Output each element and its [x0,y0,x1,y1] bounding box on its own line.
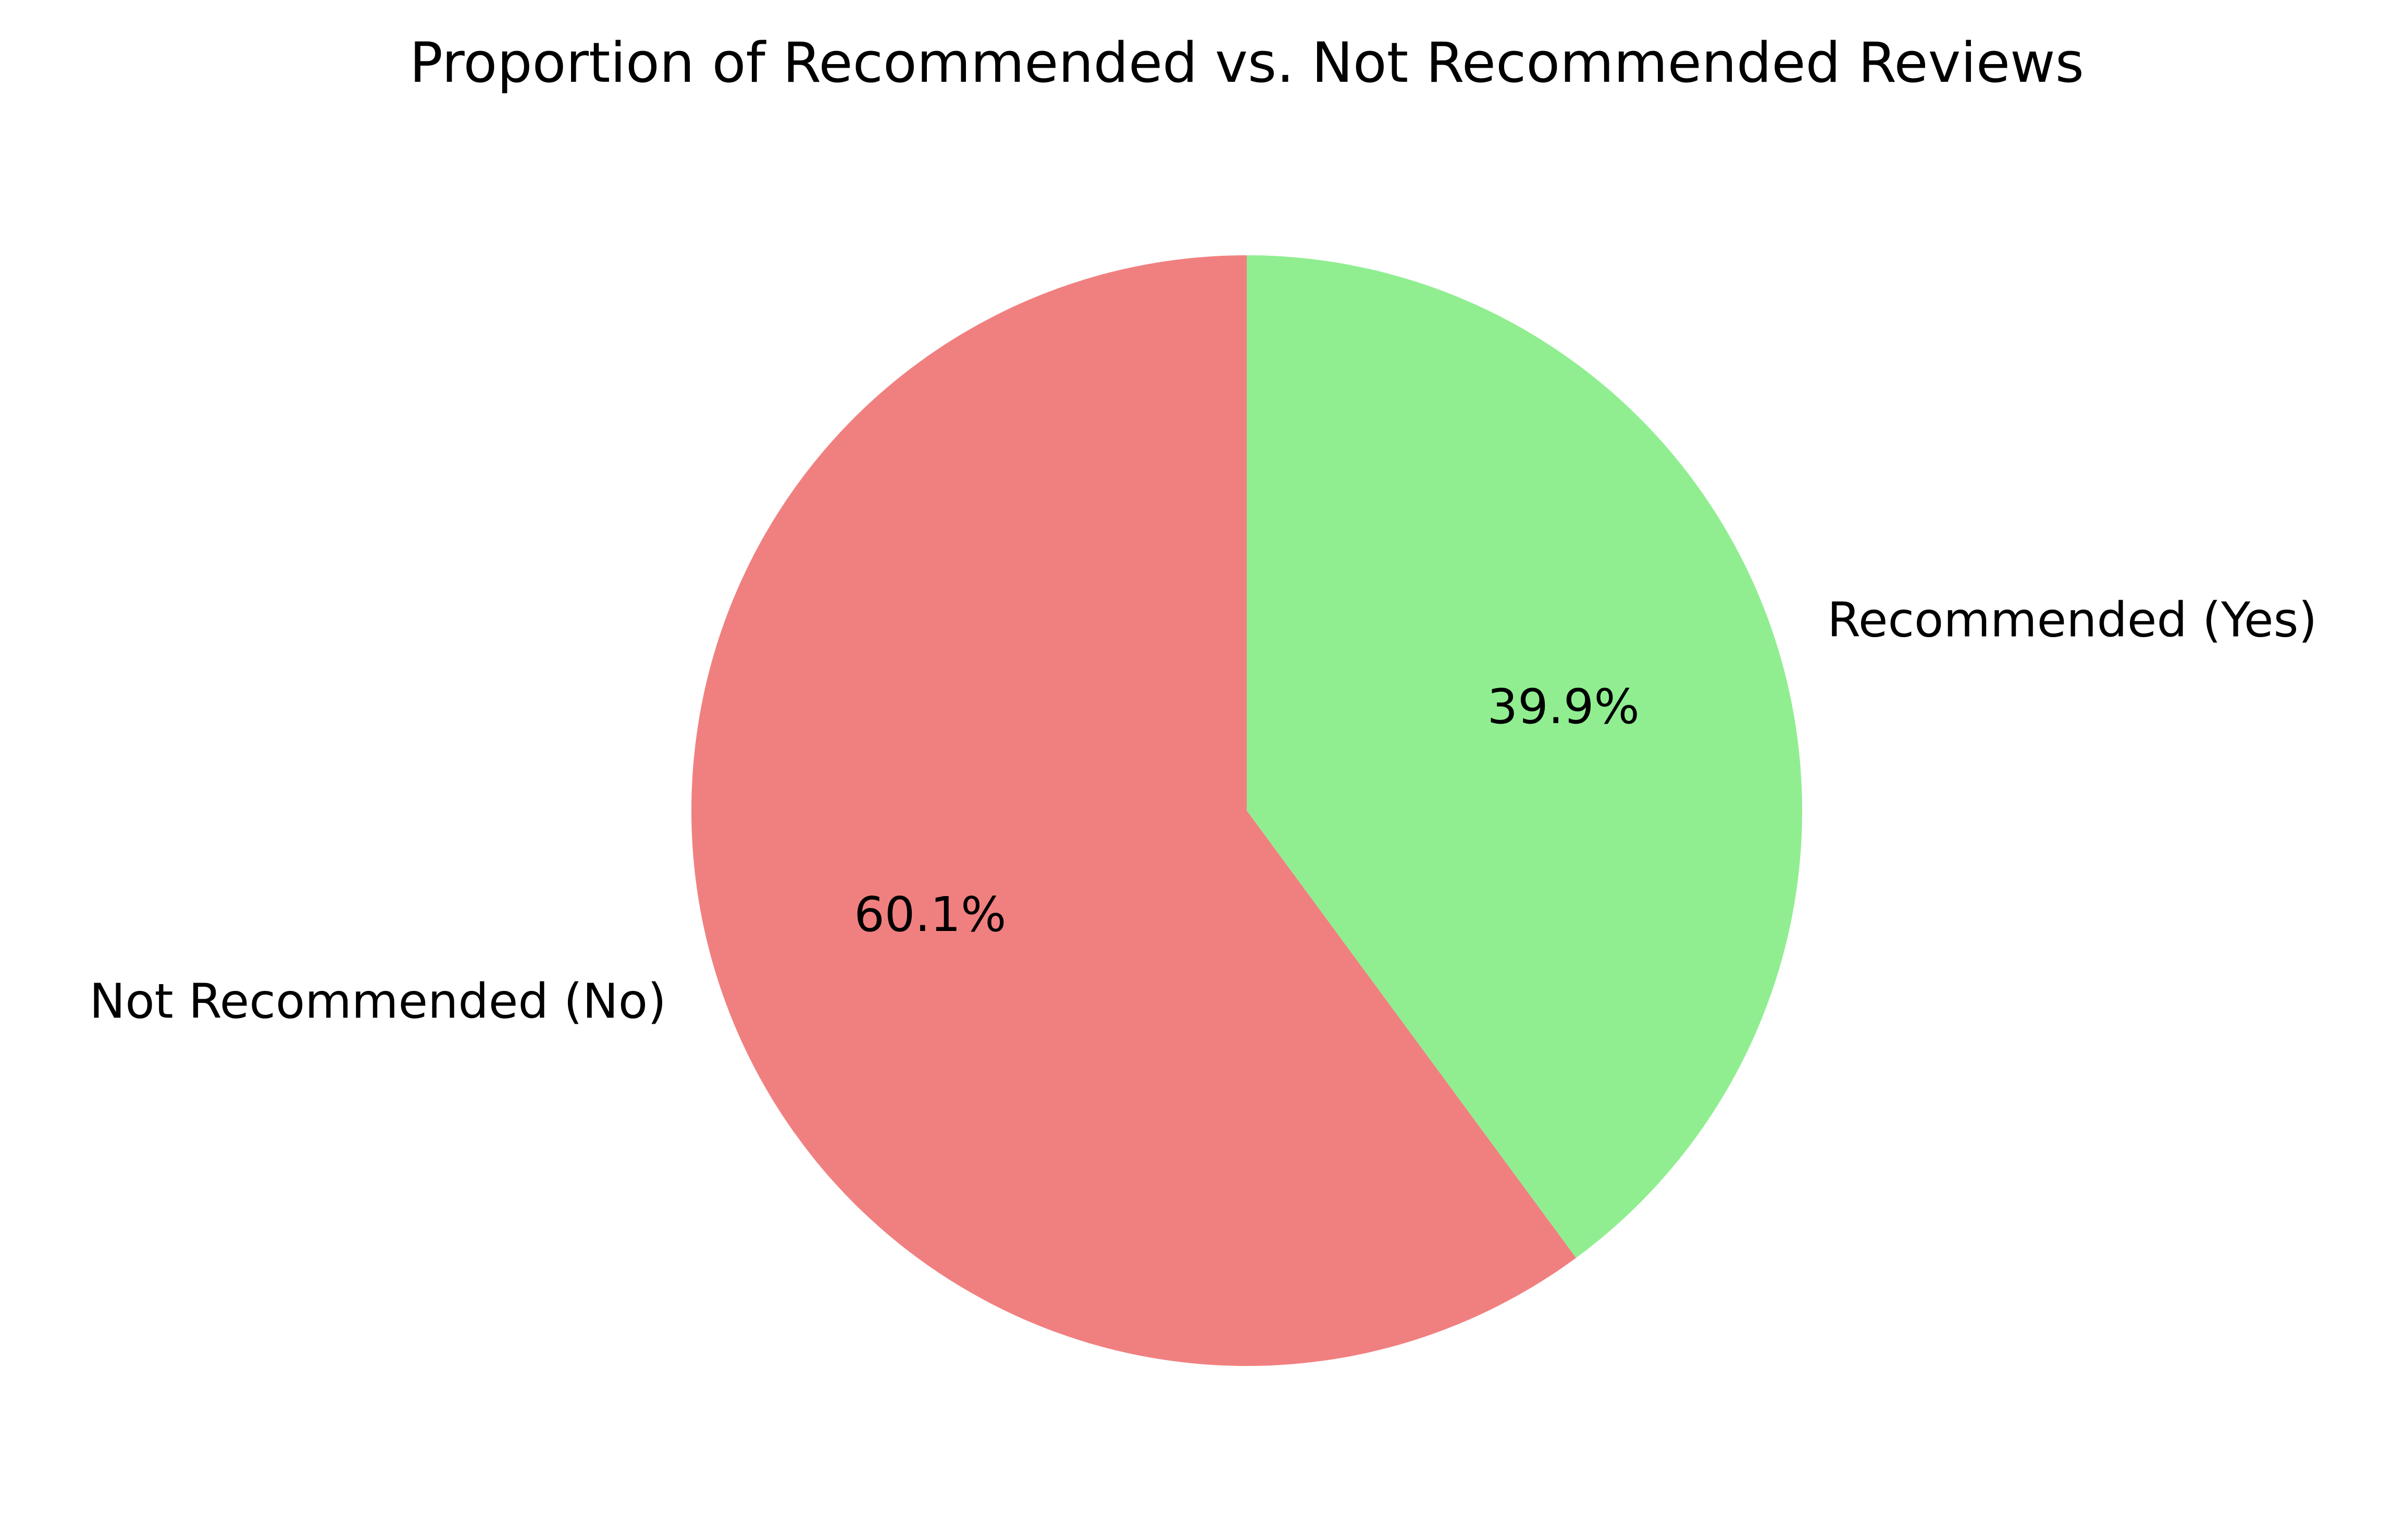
pie-slice-0 [1247,255,1803,1258]
slice-label-1: Not Recommended (No) [90,973,666,1029]
pie-slice-1 [691,255,1576,1367]
slice-percent-1: 60.1% [854,887,1006,942]
pie-slices [691,255,1803,1367]
chart-title: Proportion of Recommended vs. Not Recomm… [410,31,2084,95]
slice-percent-0: 39.9% [1487,679,1640,735]
pie-labels: Recommended (Yes) 39.9% Not Recommended (N… [90,592,2317,1029]
slice-label-0: Recommended (Yes) [1827,592,2317,648]
